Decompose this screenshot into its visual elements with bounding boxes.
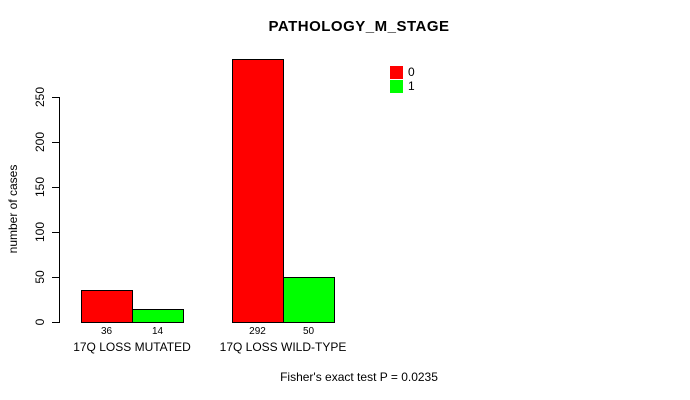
bar-0 — [232, 59, 284, 323]
legend-swatch — [390, 79, 403, 93]
y-tick-mark — [52, 96, 59, 98]
y-tick-label: 250 — [33, 86, 47, 108]
category-label: 17Q LOSS MUTATED — [73, 340, 191, 354]
y-tick-label: 150 — [33, 176, 47, 198]
legend-swatch — [390, 65, 403, 79]
y-tick-mark — [52, 231, 59, 233]
y-axis-label: number of cases — [6, 164, 20, 254]
y-tick-mark — [52, 141, 59, 143]
bar-value-label: 14 — [151, 326, 164, 337]
legend-label: 1 — [408, 78, 415, 93]
bar-0 — [81, 290, 133, 323]
y-tick-mark — [52, 321, 59, 323]
bar-1 — [283, 277, 335, 323]
legend-item: 1 — [390, 79, 415, 93]
y-tick-label: 0 — [33, 318, 47, 326]
y-tick-label: 200 — [33, 131, 47, 153]
y-axis-line — [59, 97, 60, 323]
y-tick-mark — [52, 276, 59, 278]
bar-value-label: 36 — [100, 326, 113, 337]
bar-value-label: 50 — [302, 326, 315, 337]
y-tick-mark — [52, 186, 59, 188]
bar-1 — [132, 309, 184, 323]
bar-value-label: 292 — [249, 326, 266, 337]
annotation-fisher-test: Fisher's exact test P = 0.0235 — [280, 370, 438, 384]
category-label: 17Q LOSS WILD-TYPE — [219, 340, 347, 354]
y-tick-label: 100 — [33, 221, 47, 243]
chart-title: PATHOLOGY_M_STAGE — [268, 18, 450, 35]
legend-label: 0 — [408, 64, 415, 79]
y-tick-label: 50 — [33, 270, 47, 284]
legend-item: 0 — [390, 65, 415, 79]
